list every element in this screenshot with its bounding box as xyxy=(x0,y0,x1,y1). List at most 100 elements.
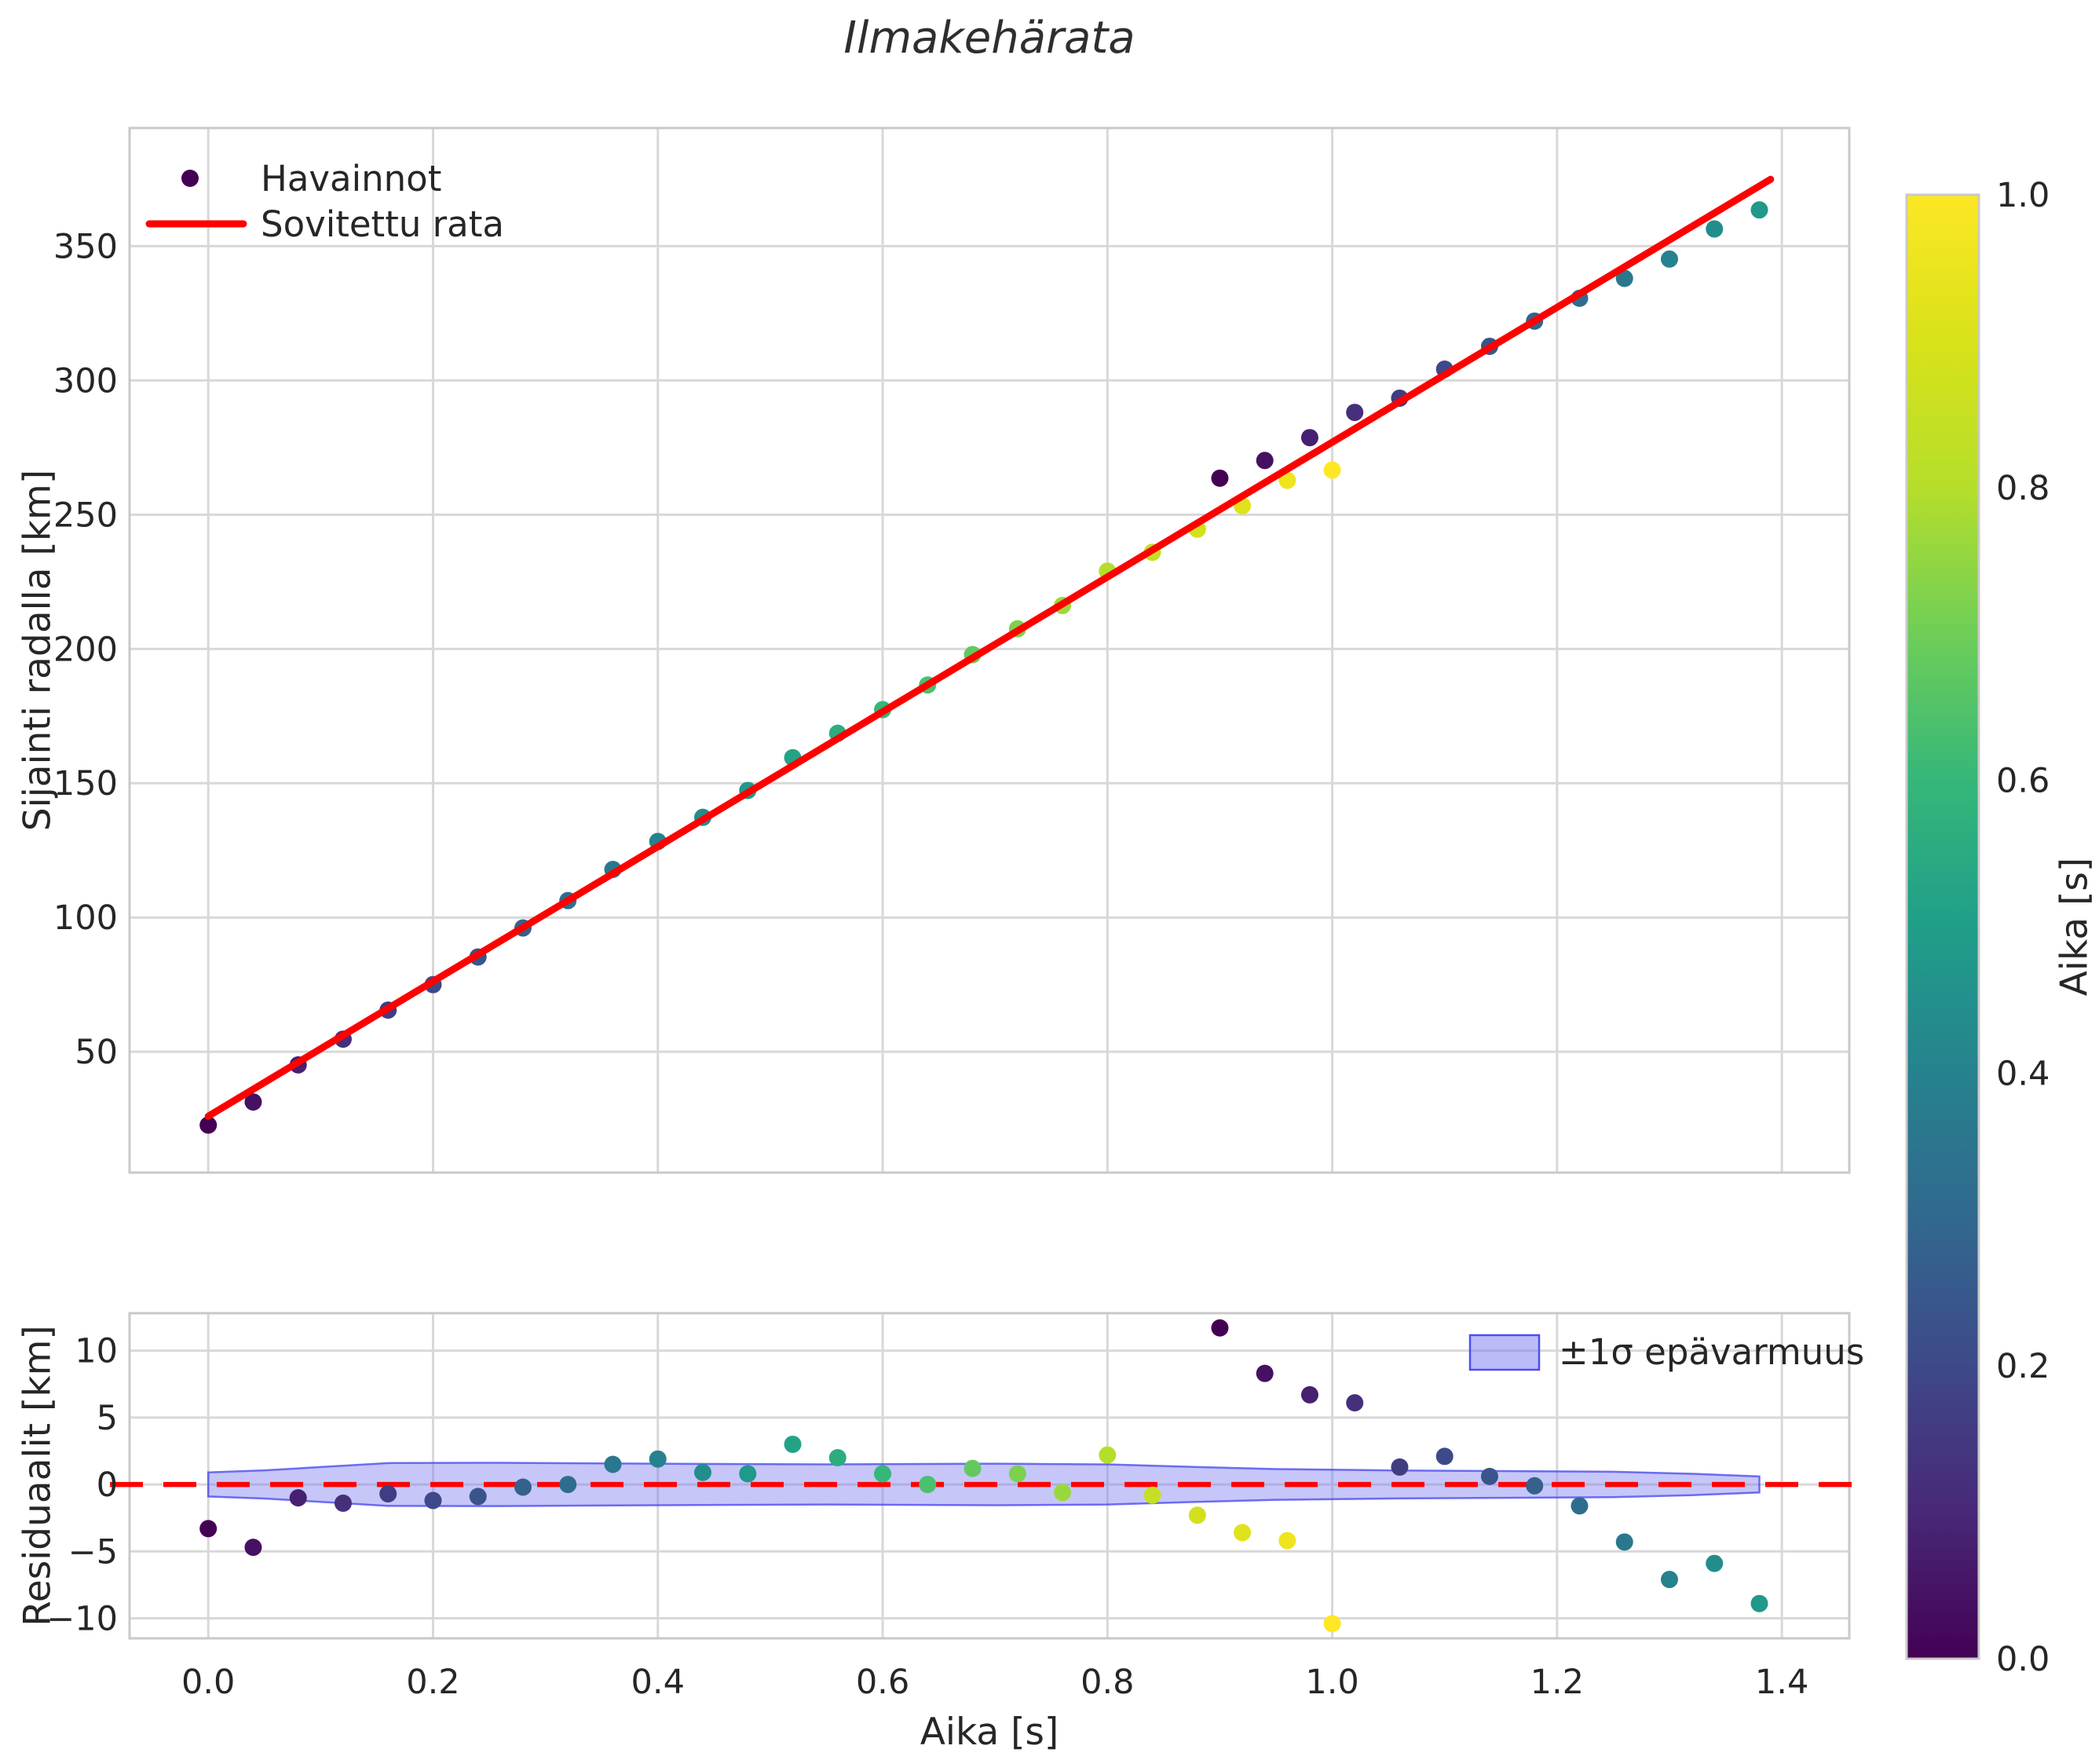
trajectory-legend: Havainnot Sovitettu rata xyxy=(145,158,504,245)
residual-point xyxy=(1660,1571,1678,1589)
tick-label: 100 xyxy=(53,898,118,938)
trajectory-panel-spine xyxy=(128,126,1851,1174)
observation-point xyxy=(1211,469,1229,487)
trajectory-y-axis-label: Sijainti radalla [km] xyxy=(16,469,60,832)
observation-point xyxy=(1750,201,1768,219)
colorbar-tick-label: 0.0 xyxy=(1996,1640,2050,1679)
residual-point xyxy=(919,1476,937,1494)
residual-point xyxy=(1615,1533,1633,1551)
observation-point xyxy=(199,1116,218,1134)
residual-point xyxy=(1054,1484,1072,1502)
residual-point xyxy=(604,1455,622,1473)
tick-label: 1.0 xyxy=(1305,1663,1358,1702)
residual-point xyxy=(1391,1458,1409,1476)
residual-point xyxy=(514,1478,532,1496)
residual-point xyxy=(469,1488,487,1506)
residual-point xyxy=(1211,1319,1229,1337)
observation-point xyxy=(1346,404,1364,422)
colorbar-tick-label: 0.2 xyxy=(1996,1347,2050,1386)
trajectory-panel-grid xyxy=(130,128,1849,1173)
trajectory-y-tick-labels: 50 100 150 200 250 300 350 xyxy=(53,227,118,1072)
tick-label: 5 xyxy=(97,1399,118,1438)
residual-point xyxy=(1143,1486,1161,1504)
tick-label: 50 xyxy=(75,1033,118,1072)
observation-point xyxy=(1615,269,1633,287)
tick-label: 10 xyxy=(75,1332,118,1371)
legend-band-label: ±1σ epävarmuus xyxy=(1559,1331,1864,1373)
legend-observations-label: Havainnot xyxy=(261,158,441,199)
residual-point xyxy=(1323,1615,1341,1633)
x-tick-labels: 0.0 0.2 0.4 0.6 0.8 1.0 1.2 1.4 xyxy=(181,1663,1808,1702)
residual-point xyxy=(1300,1385,1318,1404)
x-axis-label: Aika [s] xyxy=(920,1711,1059,1754)
residual-point xyxy=(1526,1477,1544,1495)
legend-observations-marker xyxy=(181,170,199,187)
tick-label: 150 xyxy=(53,764,118,803)
tick-label: 0.6 xyxy=(856,1663,909,1702)
chart-title: Ilmakehärata xyxy=(843,13,1135,64)
tick-label: 250 xyxy=(53,496,118,535)
tick-label: 0.4 xyxy=(631,1663,685,1702)
residual-point xyxy=(1571,1497,1589,1515)
residual-point xyxy=(1188,1506,1206,1524)
residual-y-tick-labels: −10 −5 0 5 10 xyxy=(46,1332,118,1639)
tick-label: 1.4 xyxy=(1755,1663,1808,1702)
tick-label: 0.8 xyxy=(1081,1663,1134,1702)
residual-point xyxy=(1346,1394,1364,1412)
colorbar-tick-label: 0.6 xyxy=(1996,762,2050,801)
colorbar-tick-label: 0.8 xyxy=(1996,469,2050,508)
observation-point xyxy=(1300,429,1318,447)
legend-fit-label: Sovitettu rata xyxy=(261,203,504,245)
residual-panel-spine xyxy=(128,1312,1851,1640)
residual-point xyxy=(1750,1594,1768,1612)
observation-point xyxy=(1256,452,1274,470)
tick-label: −5 xyxy=(68,1532,118,1572)
tick-label: 300 xyxy=(53,361,118,401)
colorbar-tick-labels: 0.0 0.2 0.4 0.6 0.8 1.0 xyxy=(1996,176,2050,1679)
tick-label: 0.0 xyxy=(181,1663,235,1702)
residual-point xyxy=(1099,1446,1117,1464)
colorbar-tick-label: 1.0 xyxy=(1996,176,2050,215)
residual-point xyxy=(828,1449,847,1466)
residual-point xyxy=(1480,1467,1498,1485)
tick-label: 1.2 xyxy=(1530,1663,1584,1702)
residual-point xyxy=(1234,1524,1252,1542)
residual-point xyxy=(784,1435,802,1453)
colorbar-outline xyxy=(1905,193,1980,1660)
tick-label: 200 xyxy=(53,630,118,669)
colorbar-tick-label: 0.4 xyxy=(1996,1054,2050,1093)
legend-band-swatch xyxy=(1468,1334,1541,1371)
residual-point xyxy=(289,1489,307,1507)
residual-panel-grid xyxy=(130,1313,1849,1638)
tick-label: 350 xyxy=(53,227,118,266)
observation-point xyxy=(1278,471,1296,489)
fitted-trajectory-line xyxy=(204,175,1775,1120)
residual-point xyxy=(559,1476,577,1494)
residual-point xyxy=(1278,1532,1296,1550)
residual-point xyxy=(649,1450,667,1468)
residual-point xyxy=(1008,1465,1026,1483)
observation-point xyxy=(244,1093,262,1111)
colorbar-label: Aika [s] xyxy=(2053,857,2097,997)
residual-point xyxy=(1706,1554,1724,1572)
residual-legend: ±1σ epävarmuus xyxy=(1468,1331,1864,1373)
residual-y-axis-label: Residuaalit [km] xyxy=(16,1325,60,1627)
tick-label: −10 xyxy=(46,1599,118,1638)
observation-point xyxy=(1323,461,1341,479)
observation-point xyxy=(1706,220,1724,238)
observation-points xyxy=(199,201,1768,1134)
residual-point xyxy=(244,1539,262,1557)
colorbar-gradient xyxy=(1907,195,1979,1659)
residual-point xyxy=(874,1465,892,1483)
residual-point xyxy=(1435,1447,1454,1466)
residual-point xyxy=(964,1459,982,1477)
residual-point xyxy=(694,1463,711,1481)
residual-point xyxy=(199,1520,218,1538)
observation-point xyxy=(1660,250,1678,268)
residual-point xyxy=(424,1491,442,1510)
residual-points xyxy=(199,1319,1768,1633)
residual-point xyxy=(379,1485,397,1502)
